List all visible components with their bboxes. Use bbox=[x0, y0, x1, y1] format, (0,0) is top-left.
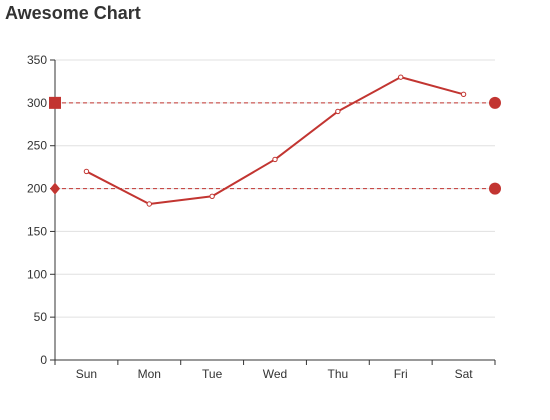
data-point bbox=[398, 74, 404, 80]
mark-line-end-circle bbox=[489, 96, 501, 109]
x-tick-label: Sun bbox=[76, 367, 97, 381]
y-tick-label: 50 bbox=[34, 310, 48, 324]
data-point bbox=[460, 91, 467, 97]
y-tick-label: 350 bbox=[27, 53, 47, 67]
chart-title: Awesome Chart bbox=[5, 3, 141, 23]
mark-line-start-diamond bbox=[50, 182, 60, 195]
x-tick-label: Sat bbox=[455, 367, 474, 381]
data-point bbox=[272, 156, 278, 163]
mark-line-end-circle bbox=[489, 182, 501, 195]
y-tick-label: 200 bbox=[27, 182, 47, 196]
data-point bbox=[146, 201, 152, 207]
x-tick-label: Wed bbox=[263, 367, 287, 381]
y-tick-label: 100 bbox=[27, 267, 47, 281]
y-tick-label: 300 bbox=[27, 96, 47, 110]
mark-line-start-square bbox=[49, 96, 61, 109]
x-tick-label: Thu bbox=[328, 367, 349, 381]
data-point bbox=[209, 193, 215, 199]
x-tick-label: Tue bbox=[202, 367, 223, 381]
series-line bbox=[85, 76, 464, 205]
x-tick-label: Fri bbox=[394, 367, 408, 381]
y-tick-label: 150 bbox=[27, 224, 47, 238]
y-tick-label: 0 bbox=[40, 353, 47, 367]
data-point bbox=[335, 108, 341, 115]
x-tick-label: Mon bbox=[138, 367, 161, 381]
y-tick-label: 250 bbox=[27, 139, 47, 153]
data-point bbox=[83, 168, 90, 175]
